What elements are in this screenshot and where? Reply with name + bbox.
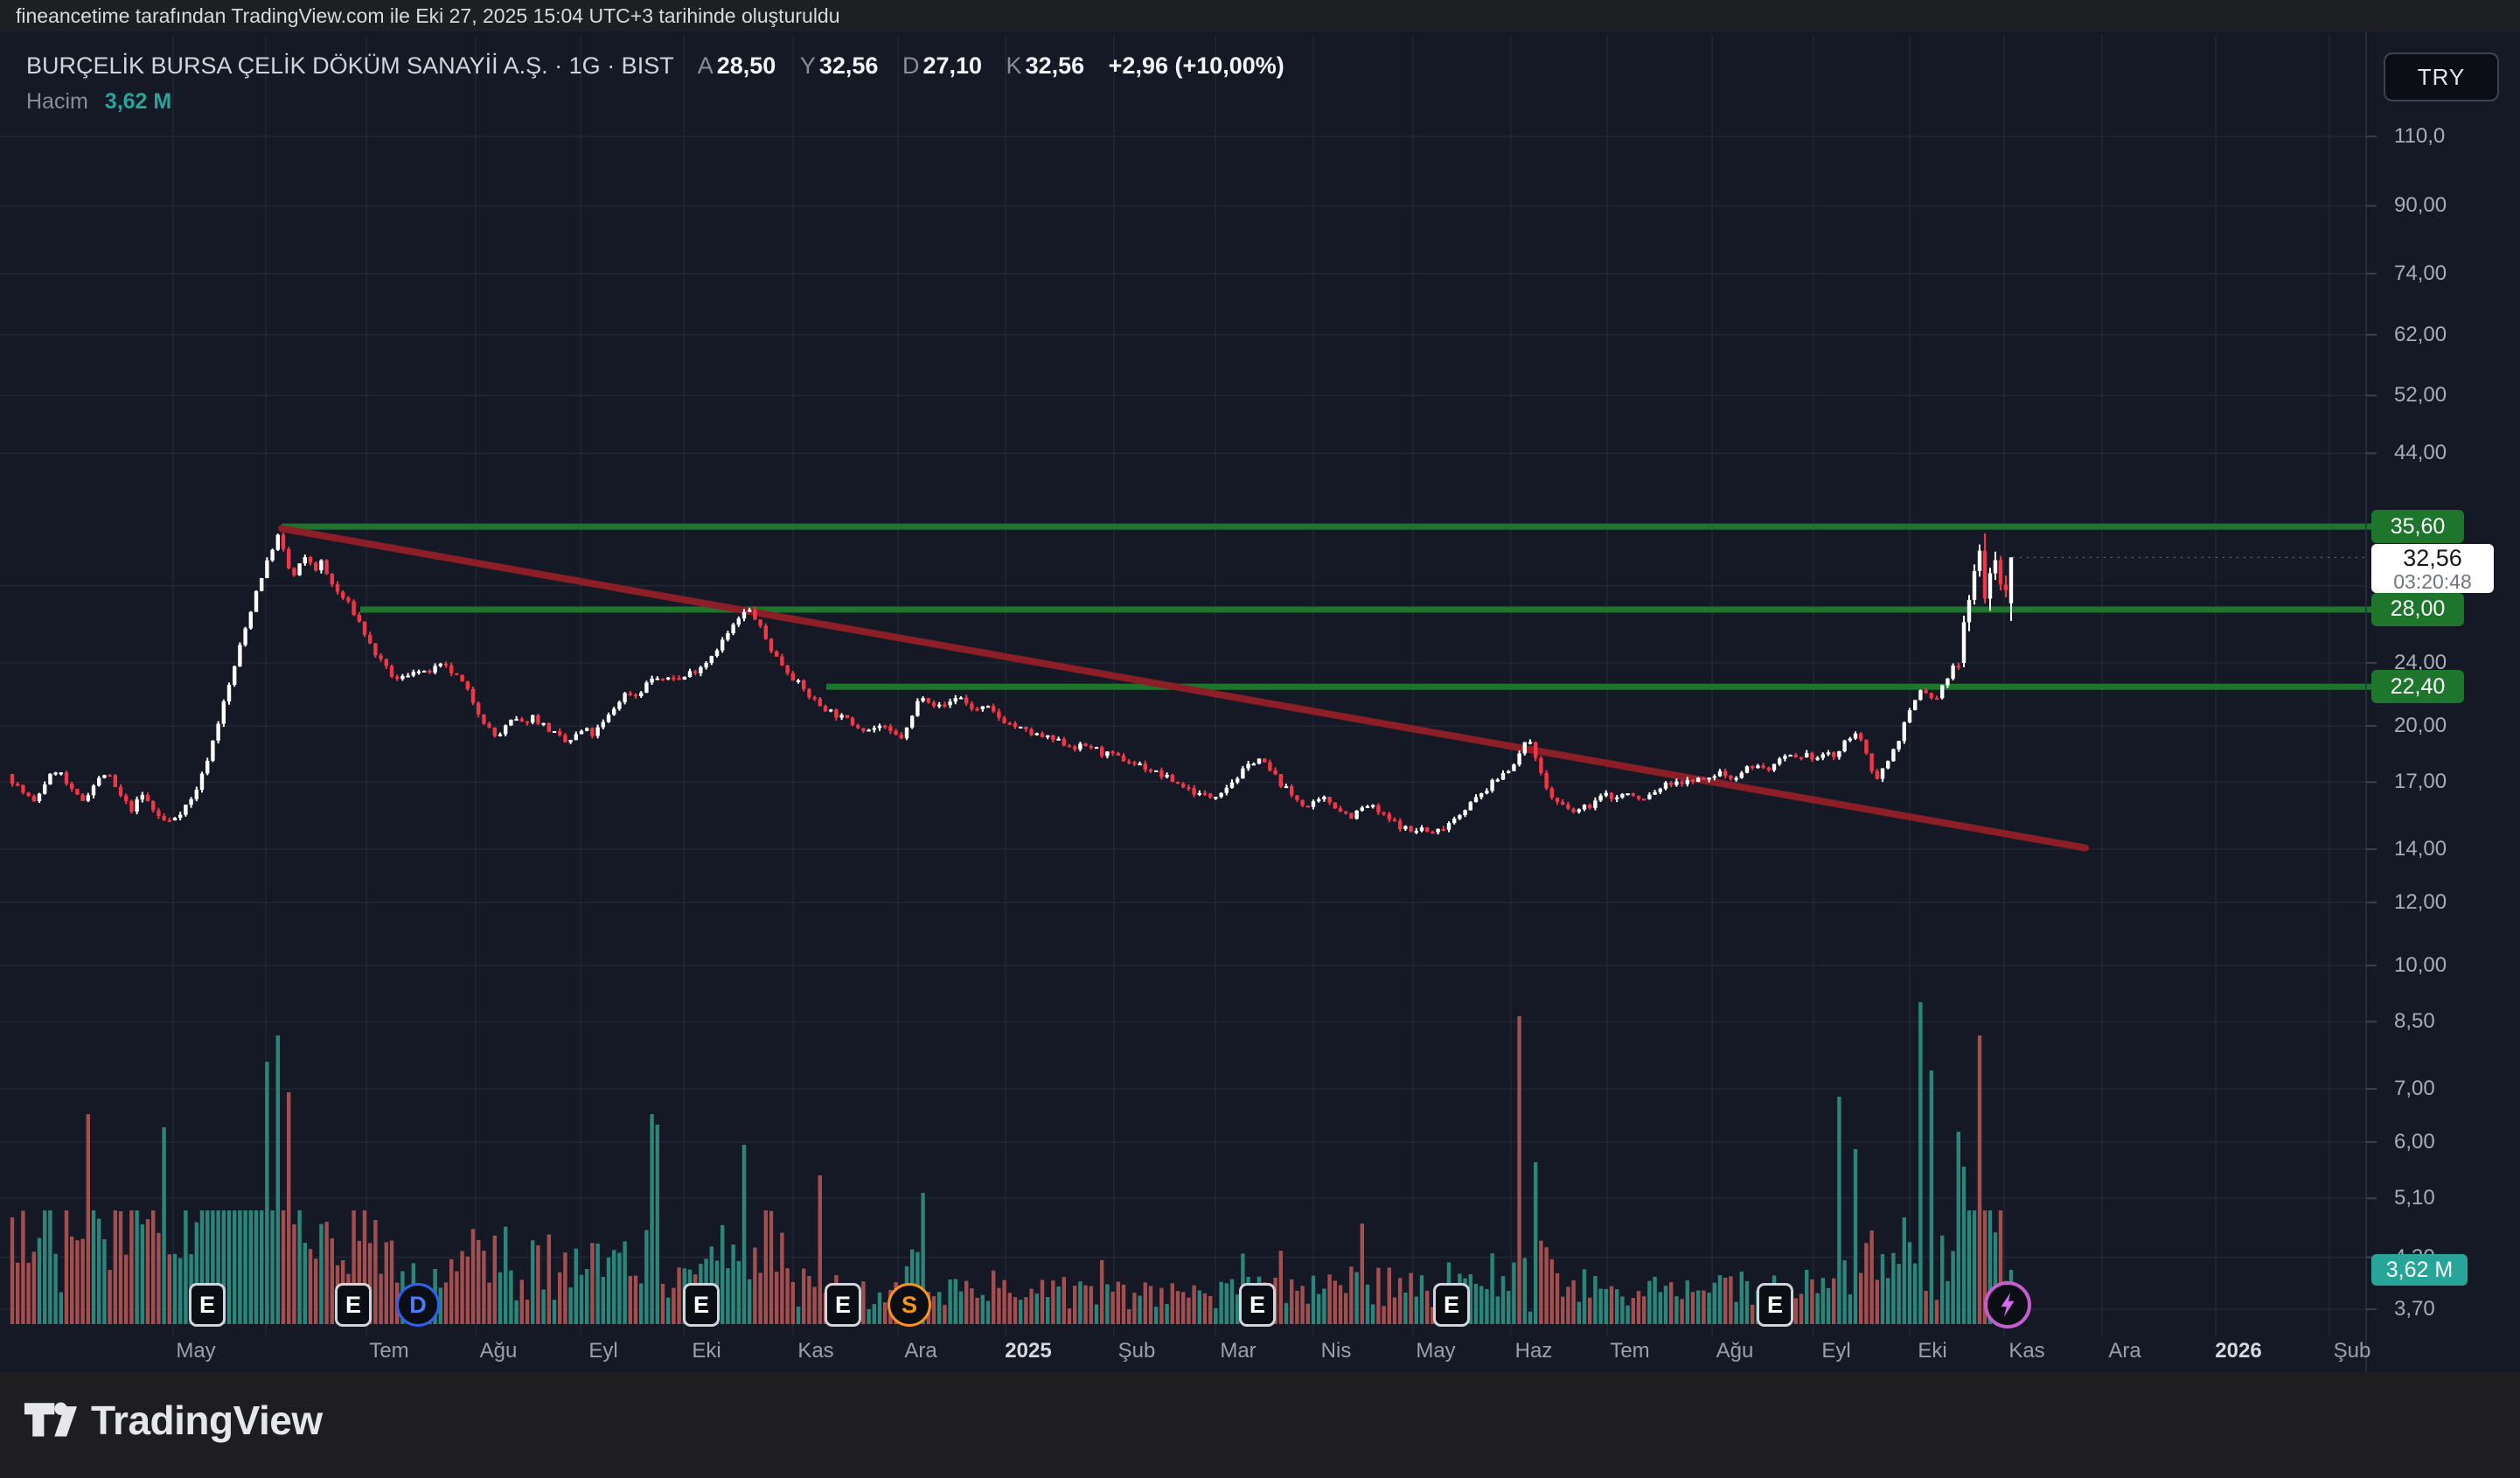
price-tick: 44,00 <box>2394 441 2447 465</box>
symbol-title: BURÇELİK BURSA ÇELİK DÖKÜM SANAYİİ A.Ş. … <box>26 52 674 79</box>
dividend-badge[interactable]: D <box>396 1283 440 1327</box>
month-label: Şub <box>2333 1339 2371 1363</box>
symbol-header: BURÇELİK BURSA ÇELİK DÖKÜM SANAYİİ A.Ş. … <box>26 52 1284 80</box>
earnings-badge[interactable]: E <box>335 1283 372 1327</box>
volume-axis-label: 3,62 M <box>2371 1254 2468 1286</box>
low-label: D <box>901 52 920 79</box>
month-label: Ara <box>904 1339 937 1363</box>
price-tick: 6,00 <box>2394 1129 2435 1154</box>
price-tick: 20,00 <box>2394 714 2447 737</box>
currency-button[interactable]: TRY <box>2384 52 2499 101</box>
bar-countdown: 03:20:48 <box>2393 569 2472 593</box>
open-label: A <box>697 52 714 79</box>
close-label: K <box>1006 52 1022 79</box>
bottom-band: TradingView <box>0 1372 2520 1478</box>
split-badge[interactable]: S <box>888 1283 931 1327</box>
month-label: Kas <box>2008 1339 2045 1363</box>
month-label: Ağu <box>479 1339 518 1363</box>
price-tick: 3,70 <box>2394 1297 2435 1321</box>
open-value: 28,50 <box>716 52 776 79</box>
lightning-icon <box>2001 1293 2015 1317</box>
earnings-badge[interactable]: E <box>1433 1283 1470 1327</box>
price-tick: 8,50 <box>2394 1009 2435 1034</box>
price-tick: 52,00 <box>2394 383 2447 408</box>
attribution-text: fineancetime tarafından TradingView.com … <box>16 4 840 27</box>
month-label: Şub <box>1117 1339 1156 1363</box>
month-label: Ara <box>2108 1339 2141 1363</box>
year-label: 2025 <box>1005 1339 1052 1363</box>
month-label: Ağu <box>1716 1339 1754 1363</box>
last-price-label: 32,56 03:20:48 <box>2371 544 2494 594</box>
price-tick: 17,00 <box>2394 770 2447 794</box>
close-value: 32,56 <box>1025 52 1085 79</box>
price-tick: 5,10 <box>2394 1186 2435 1210</box>
month-label: Kas <box>797 1339 834 1363</box>
earnings-badge[interactable]: E <box>189 1283 226 1327</box>
earnings-badge[interactable]: E <box>1757 1283 1793 1327</box>
attribution-bar: fineancetime tarafından TradingView.com … <box>0 0 2520 31</box>
level-price-label: 28,00 <box>2371 592 2464 626</box>
volume-row: Hacim 3,62 M <box>26 89 171 115</box>
latest-event-badge[interactable] <box>1984 1281 2031 1328</box>
price-tick: 10,00 <box>2394 953 2447 977</box>
month-label: Eki <box>1918 1339 1947 1363</box>
price-tick: 12,00 <box>2394 889 2447 914</box>
price-tick: 74,00 <box>2394 261 2447 285</box>
level-price-label: 35,60 <box>2371 510 2464 544</box>
low-value: 27,10 <box>922 52 983 79</box>
year-label: 2026 <box>2215 1339 2262 1363</box>
month-label: Eki <box>692 1339 721 1363</box>
level-price-label: 22,40 <box>2371 670 2464 704</box>
last-price-value: 32,56 <box>2403 544 2462 571</box>
volume-value: 3,62 M <box>104 89 172 114</box>
month-label: Nis <box>1320 1339 1352 1363</box>
price-tick: 14,00 <box>2394 836 2447 861</box>
price-tick: 110,0 <box>2394 124 2446 149</box>
month-label: May <box>176 1339 216 1363</box>
high-label: Y <box>799 52 816 79</box>
month-label: Tem <box>369 1339 409 1363</box>
price-tick: 62,00 <box>2394 322 2447 346</box>
month-label: Haz <box>1514 1339 1553 1363</box>
change-value: +2,96 (+10,00%) <box>1108 52 1284 79</box>
price-tick: 90,00 <box>2394 193 2447 218</box>
volume-label: Hacim <box>26 89 88 114</box>
earnings-badge[interactable]: E <box>683 1283 720 1327</box>
month-label: May <box>1416 1339 1456 1363</box>
month-label: Eyl <box>1821 1339 1851 1363</box>
month-label: Mar <box>1220 1339 1257 1363</box>
price-tick: 7,00 <box>2394 1076 2435 1100</box>
month-label: Tem <box>1610 1339 1650 1363</box>
earnings-badge[interactable]: E <box>1239 1283 1276 1327</box>
earnings-badge[interactable]: E <box>825 1283 861 1327</box>
high-value: 32,56 <box>818 52 879 79</box>
tradingview-logo[interactable]: TradingView <box>21 1391 323 1449</box>
tradingview-logo-icon <box>24 1402 78 1437</box>
month-label: Eyl <box>588 1339 618 1363</box>
tradingview-wordmark: TradingView <box>91 1398 323 1443</box>
